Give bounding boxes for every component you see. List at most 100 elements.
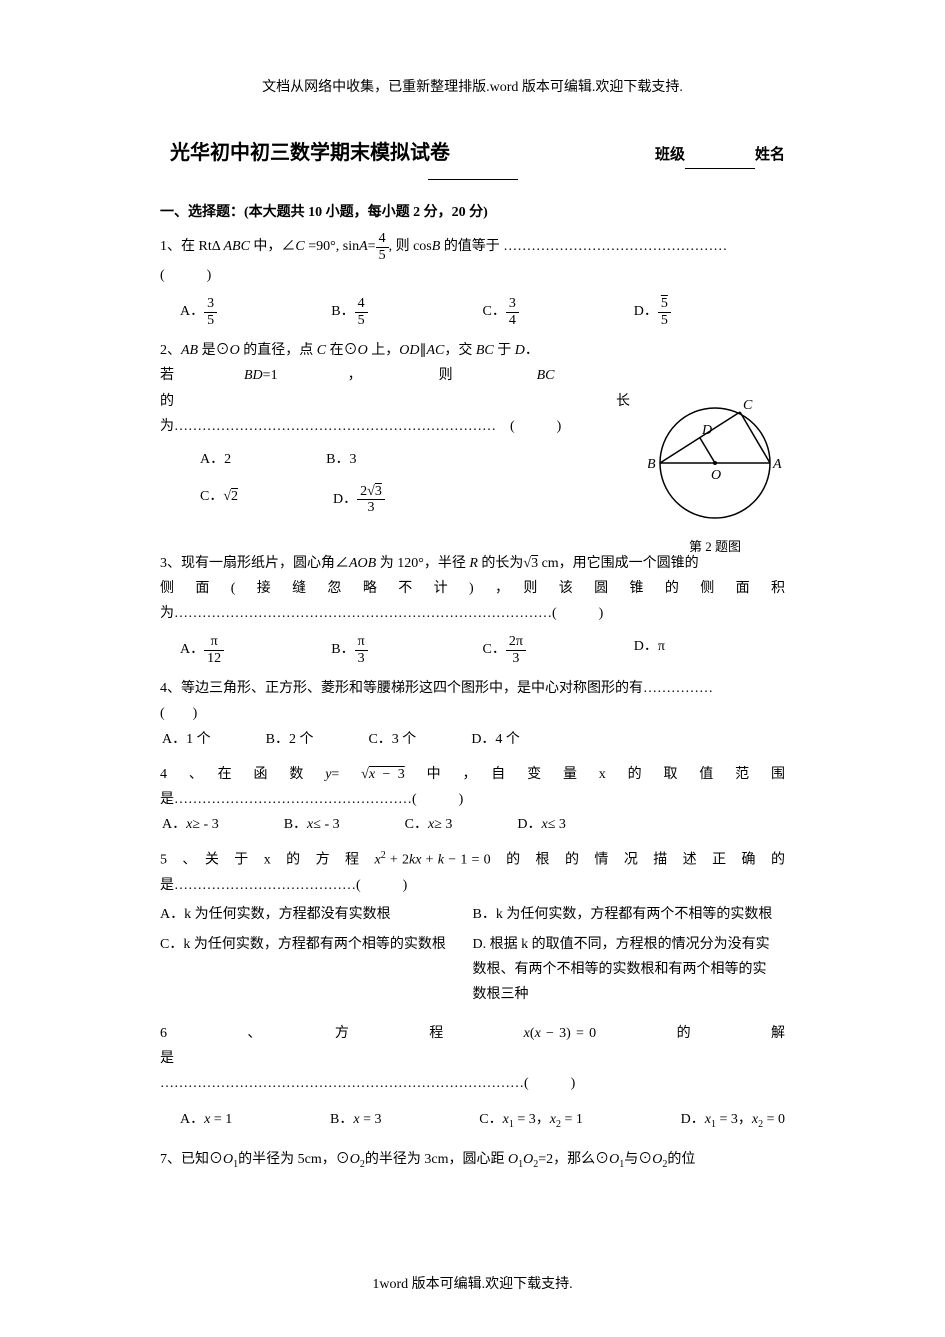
name-label: 姓名 (755, 147, 785, 163)
q4-options: A．1 个 B．2 个 C．3 个 D．4 个 (160, 727, 785, 752)
line-ac (740, 412, 770, 463)
q2l1g: ，交 (444, 343, 476, 358)
q4b-line1: 4 、 在 函 数 y= √x − 3 中 ， 自 变 量 x 的 取 值 范 … (160, 762, 785, 787)
q4-text: 4、等边三角形、正方形、菱形和等腰梯形这四个图形中，是中心对称图形的有…………… (160, 676, 785, 701)
q3c-frac: 2π3 (506, 634, 526, 666)
q4b-options: A．x≥ - 3 B．x≤ - 3 C．x≥ 3 D．x≤ 3 (160, 812, 785, 837)
q4-opt-b: B．2 个 (266, 727, 314, 752)
q2d-n: 2√3 (357, 484, 385, 500)
q1c-frac: 34 (506, 296, 519, 328)
q4b-opt-d: D．x≤ 3 (517, 812, 566, 837)
line-bc (660, 412, 740, 463)
q1-mid: 中，∠ (250, 239, 296, 254)
q2l1e: 上， (368, 343, 400, 358)
q2l1o: O (230, 343, 240, 358)
center-dot (713, 461, 717, 465)
q1-opt-b: B．45 (331, 296, 482, 328)
q1-paren: ( ) (160, 263, 785, 288)
q3c-n: 2π (506, 634, 526, 650)
q1b-d: 5 (355, 313, 368, 328)
q5-opt-d: D. 根据 k 的取值不同，方程根的情况分为没有实数根、有两个不相等的实数根和有… (473, 932, 786, 1008)
q6-opt-d: D．x1 = 3，x2 = 0 (681, 1107, 785, 1134)
q3b-lbl: B． (331, 643, 354, 658)
main-title: 光华初中初三数学期末模拟试卷 (170, 135, 450, 171)
q6-line2: ……………………………………………………………………( ) (160, 1071, 785, 1096)
q3-opt-d: D．π (634, 634, 785, 666)
q1-opt-c: C．34 (483, 296, 634, 328)
q1-prefix: 1、在 RtΔ (160, 239, 223, 254)
circle-svg: C D B O A (648, 396, 783, 526)
q1a-frac: 35 (204, 296, 217, 328)
q1b-n: 4 (355, 296, 368, 312)
q3d-v: π (658, 639, 665, 654)
q1b-lbl: B． (331, 304, 354, 319)
q1-options: A．35 B．45 C．34 D．55 (160, 296, 785, 328)
q1-a: A (359, 239, 368, 254)
q4b-line2: 是……………………………………………( ) (160, 787, 785, 812)
q1a-n: 3 (204, 296, 217, 312)
q4b-opt-c: C．x≥ 3 (405, 812, 453, 837)
q2l1bc: BC (476, 343, 494, 358)
q1-suf: , 则 cos (389, 239, 432, 254)
q4-opt-a: A．1 个 (162, 727, 211, 752)
q2l1c: 的直径，点 (240, 343, 317, 358)
q2-opt-d: D．2√33 (333, 484, 385, 516)
q3-line3: 为………………………………………………………………………( ) (160, 601, 785, 626)
q1d-lbl: D． (634, 304, 658, 319)
question-5: 5 、 关 于 x 的 方 程 x2 + 2kx + k − 1 = 0 的 根… (160, 847, 785, 1011)
q2-opt-a: A．2 (200, 447, 231, 472)
q5-opt-a: A．k 为任何实数，方程都没有实数根 (160, 902, 473, 927)
q3-opt-a: A．π12 (180, 634, 331, 666)
q5-options: A．k 为任何实数，方程都没有实数根 B．k 为任何实数，方程都有两个不相等的实… (160, 902, 785, 1011)
q3-options: A．π12 B．π3 C．2π3 D．π (160, 634, 785, 666)
question-3: 3、现有一扇形纸片，圆心角∠AOB 为 120°，半径 R 的长为√3 cm，用… (160, 551, 785, 666)
q1c-d: 4 (506, 313, 519, 328)
q2l1od: OD (399, 343, 419, 358)
q3-line2: 侧 面 ( 接 缝 忽 略 不 计 ) ， 则 该 圆 锥 的 侧 面 积 (160, 576, 785, 601)
q3a-d: 12 (204, 651, 224, 666)
title-row: 光华初中初三数学期末模拟试卷 班级 姓名 (160, 135, 785, 171)
question-6: 6 、 方 程 x(x − 3) = 0 的 解 是 …………………………………… (160, 1021, 785, 1133)
q2l1ac: AC (426, 343, 444, 358)
q1-c: C (295, 239, 304, 254)
q6-opt-c: C．x1 = 3，x2 = 1 (479, 1107, 583, 1134)
q6-opt-b: B．x = 3 (330, 1107, 381, 1134)
q2-opt-c: C．√2 (200, 484, 238, 516)
q4-opt-d: D．4 个 (471, 727, 520, 752)
q2d-lbl: D． (333, 492, 357, 507)
q1-text: 1、在 RtΔ ABC 中，∠C =90°, sinA=45, 则 cosB 的… (160, 239, 727, 254)
q3c-d: 3 (506, 651, 526, 666)
q6-options: A．x = 1 B．x = 3 C．x1 = 3，x2 = 1 D．x1 = 3… (160, 1107, 785, 1134)
q5-line1: 5 、 关 于 x 的 方 程 x2 + 2kx + k − 1 = 0 的 根… (160, 847, 785, 873)
q2-opt-b: B．3 (326, 447, 356, 472)
label-a: A (772, 457, 782, 472)
q1-eq90: =90°, sin (305, 239, 359, 254)
label-d: D (701, 423, 712, 438)
q2l1o2: O (358, 343, 368, 358)
q2c-lbl: C． (200, 489, 223, 504)
q2l1h: 于 (494, 343, 515, 358)
q2-diagram: C D B O A 第 2 题图 (640, 396, 790, 559)
q1a-lbl: A． (180, 304, 204, 319)
q1c-lbl: C． (483, 304, 506, 319)
q1a-d: 5 (204, 313, 217, 328)
q2c-val: √2 (223, 489, 238, 504)
class-name-labels: 班级 姓名 (655, 142, 785, 169)
q3b-n: π (355, 634, 368, 650)
q7-text: 7、已知⊙O1的半径为 5cm，⊙O2的半径为 3cm，圆心距 O1O2=2，那… (160, 1147, 785, 1174)
name-blank (428, 179, 518, 180)
header-note: 文档从网络中收集，已重新整理排版.word 版本可编辑.欢迎下载支持. (160, 75, 785, 100)
label-c: C (743, 398, 753, 413)
q2d-frac: 2√33 (357, 484, 385, 516)
q2d-d: 3 (357, 500, 385, 515)
class-label: 班级 (655, 147, 685, 163)
q2l1c2: C (317, 343, 326, 358)
label-o: O (711, 468, 721, 483)
label-b: B (648, 457, 656, 472)
q3a-n: π (204, 634, 224, 650)
q4b-opt-a: A．x≥ - 3 (162, 812, 219, 837)
q4b-opt-b: B．x≤ - 3 (284, 812, 340, 837)
q3a-frac: π12 (204, 634, 224, 666)
q3c-lbl: C． (483, 643, 506, 658)
q3-opt-c: C．2π3 (483, 634, 634, 666)
